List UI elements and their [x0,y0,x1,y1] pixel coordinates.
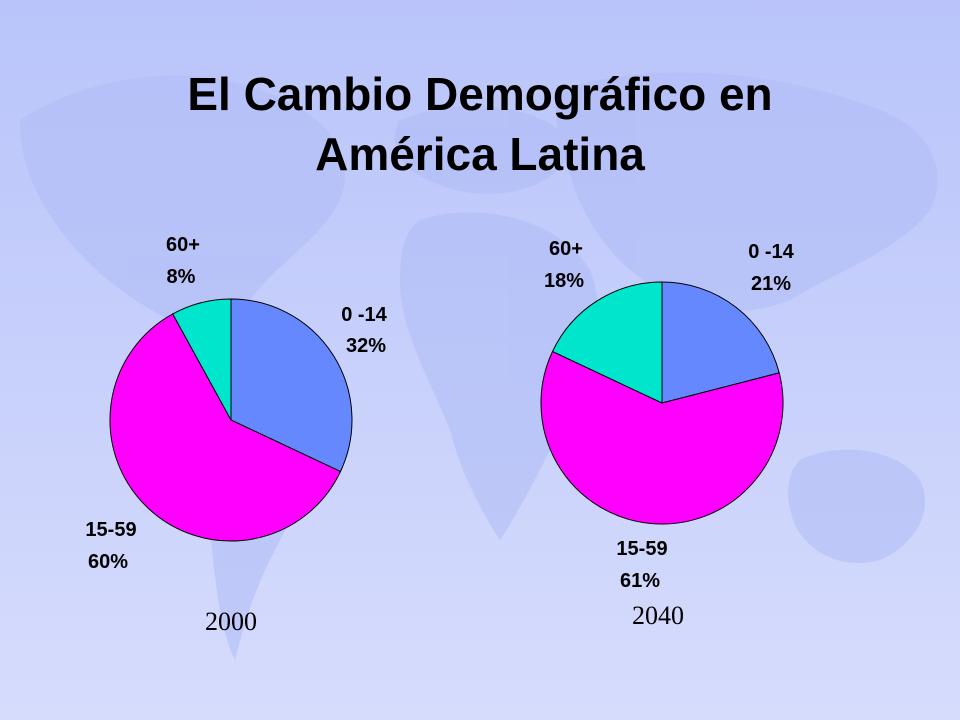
label-60-plus-pct-2000: 8% [167,266,196,288]
africa-shape [400,212,599,540]
label-15-59-name-2000: 15-59 [85,519,136,541]
slice-60-plus-2000 [172,298,232,421]
slice-60-plus-2040 [551,281,663,404]
label-0-14-pct-2000: 32% [346,335,386,357]
label-60-plus-name-2000: 60+ [166,234,200,256]
slice-0-14-2040 [661,281,780,404]
asia-shape [555,72,938,311]
label-15-59-name-2040: 15-59 [616,538,667,560]
north-america-shape [20,75,346,331]
label-60-plus-pct-2040: 18% [544,270,584,292]
slice-0-14-2000 [230,298,353,473]
label-0-14-pct-2040: 21% [751,273,791,295]
australia-shape [788,449,926,564]
title-line-1: El Cambio Demográfico en [187,68,773,120]
slice-15-59-2040 [540,350,784,525]
label-60-plus-name-2040: 60+ [549,238,583,260]
europe-shape [394,106,568,194]
title-line-2: América Latina [315,128,645,180]
pie-chart-2000: 0 -14 32% 15-59 60% 60+ 8% 2000 [85,234,387,636]
label-15-59-pct-2040: 61% [620,570,660,592]
label-0-14-name-2000: 0 -14 [341,304,387,326]
label-15-59-pct-2000: 60% [88,551,128,573]
slice-15-59-2000 [109,313,342,542]
caption-2000: 2000 [205,607,257,636]
label-0-14-name-2040: 0 -14 [748,241,794,263]
caption-2040: 2040 [632,601,684,630]
pie-chart-2040: 0 -14 21% 15-59 61% 60+ 18% 2040 [540,238,795,630]
page-title: El Cambio Demográfico en América Latina [0,64,960,184]
